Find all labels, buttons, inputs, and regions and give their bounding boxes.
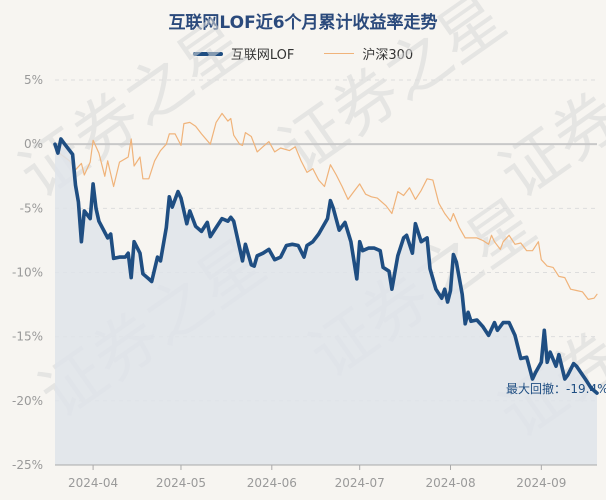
y-tick-label: 5% — [24, 73, 43, 87]
annotation-layer: 最大回撤：-19.4% — [506, 381, 606, 396]
series-layer — [53, 112, 599, 465]
y-tick-label: -25% — [12, 458, 43, 472]
legend-label-fund: 互联网LOF — [230, 48, 295, 63]
legend-item-fund[interactable]: 互联网LOF — [192, 44, 295, 63]
fund-area-fill — [55, 139, 597, 465]
y-tick-label: -15% — [12, 330, 43, 344]
max-drawdown-label: 最大回撤：-19.4% — [506, 381, 606, 396]
chart-title: 互联网LOF近6个月累计收益率走势 — [168, 13, 438, 33]
benchmark-series-line — [54, 112, 598, 300]
legend-swatch-benchmark — [324, 53, 355, 54]
x-tick-label: 2024-05 — [156, 476, 206, 490]
x-tick-label: 2024-09 — [516, 476, 566, 490]
x-tick-label: 2024-07 — [335, 476, 385, 490]
legend-swatch-fund — [192, 51, 223, 56]
watermark-text: 证券之星 — [7, 6, 259, 213]
watermark-text: 证券之星 — [267, 0, 519, 188]
axes-layer: 5% 0% -5% -10% -15% -20% -25% 2024-04 2024-05 202… — [12, 73, 597, 490]
y-tick-label: -10% — [12, 266, 43, 280]
fund-series-line — [53, 137, 599, 395]
x-tick-label: 2024-08 — [425, 476, 475, 490]
x-tick-label: 2024-04 — [68, 476, 118, 490]
x-tick-label: 2024-06 — [247, 476, 297, 490]
legend-label-benchmark: 沪深300 — [362, 48, 414, 63]
y-tick-label: 0% — [24, 137, 43, 151]
legend-item-benchmark[interactable]: 沪深300 — [324, 44, 413, 63]
y-tick-label: -20% — [12, 394, 43, 408]
y-tick-label: -5% — [20, 201, 43, 215]
chart-legend: 互联网LOF 沪深300 — [0, 44, 606, 63]
